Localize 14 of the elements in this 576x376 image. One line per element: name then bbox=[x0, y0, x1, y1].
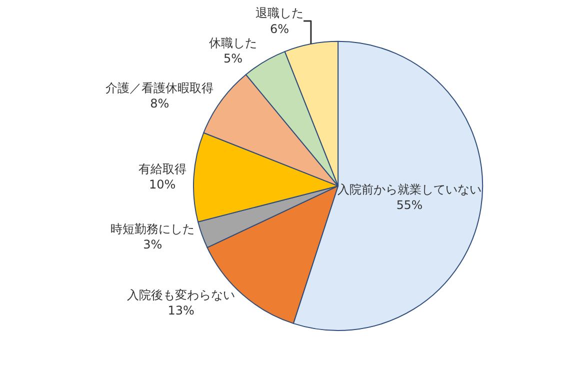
data-label: 10% bbox=[149, 178, 176, 192]
data-label: 8% bbox=[150, 96, 170, 111]
data-label: 5% bbox=[224, 51, 243, 66]
slice-label: 介護／看護休暇取得 bbox=[106, 81, 214, 96]
slice-label: 休職した bbox=[209, 36, 258, 50]
slice-label: 入院後も変わらない bbox=[127, 288, 236, 302]
data-label: 55% bbox=[396, 198, 423, 212]
data-label: 13% bbox=[168, 304, 194, 318]
slice-label: 退職した bbox=[256, 6, 304, 20]
data-label: 6% bbox=[270, 22, 290, 36]
slice-label: 時短勤務にした bbox=[110, 222, 195, 236]
slice-label: 入院前から就業していない bbox=[337, 182, 482, 197]
slice-label: 有給取得 bbox=[138, 162, 186, 176]
data-label: 3% bbox=[143, 237, 162, 252]
